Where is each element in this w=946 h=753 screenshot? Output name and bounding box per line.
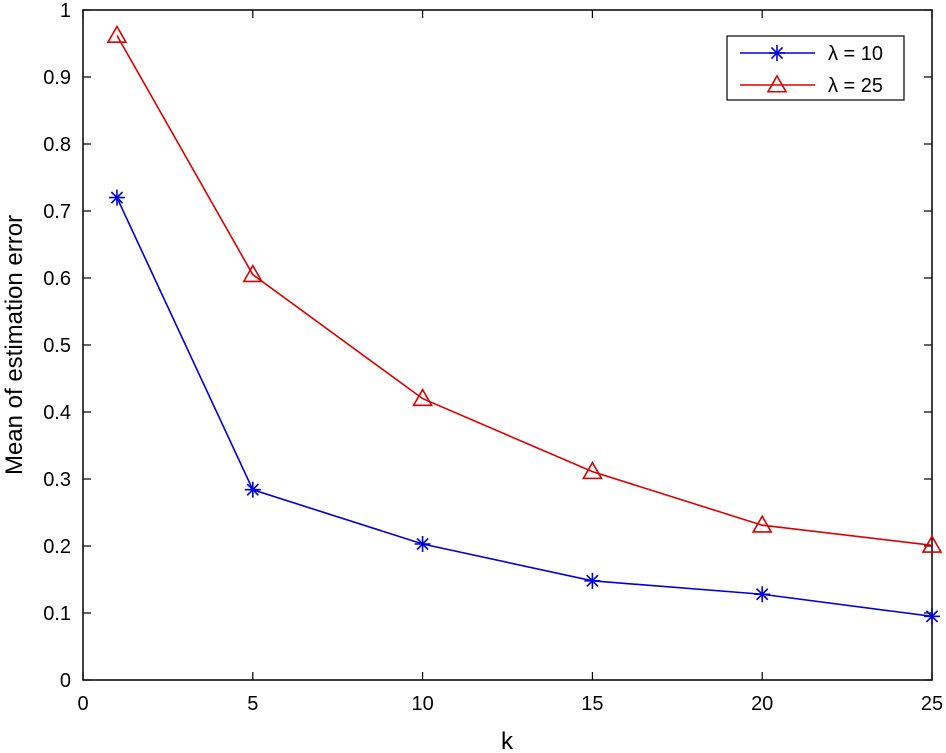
series-line bbox=[116, 197, 933, 618]
y-tick-label: 0.7 bbox=[43, 201, 71, 223]
series-1 bbox=[108, 189, 940, 625]
asterisk-stroke bbox=[586, 574, 599, 588]
legend-item: λ = 10 bbox=[740, 43, 883, 65]
plot-area bbox=[82, 9, 933, 681]
y-tick-label: 0.9 bbox=[43, 67, 71, 89]
data-point bbox=[414, 535, 431, 552]
y-tick-label: 0 bbox=[60, 670, 71, 692]
x-tick-label: 15 bbox=[581, 693, 603, 715]
legend-swatch-marker bbox=[766, 74, 788, 93]
legend-label: λ = 10 bbox=[828, 43, 883, 65]
asterisk-stroke bbox=[110, 191, 124, 204]
x-tick-label: 10 bbox=[411, 693, 433, 715]
y-tick-label: 0.5 bbox=[43, 335, 71, 357]
y-tick-label: 0.4 bbox=[43, 402, 71, 424]
data-point bbox=[106, 24, 128, 44]
y-tick-label: 0.3 bbox=[43, 469, 71, 491]
data-point bbox=[751, 514, 773, 533]
legend-item: λ = 25 bbox=[740, 74, 883, 97]
data-point bbox=[412, 387, 433, 407]
x-tick-label: 20 bbox=[751, 693, 773, 715]
data-point bbox=[242, 264, 264, 283]
legend-label: λ = 25 bbox=[828, 75, 883, 97]
y-axis: 0 0.1 0.2 0.3 0.4 0.5 0.6 0.7 0.8 0.9 1 bbox=[43, 0, 932, 692]
data-point bbox=[754, 586, 771, 603]
asterisk-stroke bbox=[416, 537, 429, 551]
asterisk-stroke bbox=[925, 610, 939, 623]
asterisk-stroke bbox=[246, 483, 259, 496]
y-axis-label: Mean of estimation error bbox=[1, 215, 28, 475]
data-point bbox=[582, 461, 603, 480]
legend-swatch-marker bbox=[769, 45, 785, 61]
asterisk-stroke bbox=[756, 588, 769, 601]
x-tick-label: 0 bbox=[77, 693, 88, 715]
legend: λ = 10 λ = 25 bbox=[726, 35, 905, 101]
y-tick-label: 1 bbox=[60, 0, 71, 22]
series-2 bbox=[106, 24, 943, 553]
data-point bbox=[924, 608, 940, 625]
asterisk-stroke bbox=[770, 46, 784, 60]
data-point bbox=[108, 189, 125, 206]
y-tick-label: 0.2 bbox=[43, 536, 71, 558]
x-axis: 0 5 10 15 20 25 bbox=[77, 10, 943, 715]
data-point bbox=[921, 534, 943, 553]
series-layer bbox=[106, 24, 943, 625]
x-axis-label: k bbox=[501, 728, 514, 753]
x-tick-label: 5 bbox=[247, 693, 258, 715]
y-tick-label: 0.8 bbox=[43, 134, 71, 156]
plot-frame bbox=[82, 9, 933, 681]
x-tick-label: 25 bbox=[921, 693, 943, 715]
series-line bbox=[116, 35, 933, 547]
data-point bbox=[244, 481, 261, 498]
y-tick-label: 0.6 bbox=[43, 268, 71, 290]
legend-box bbox=[726, 35, 905, 101]
y-tick-label: 0.1 bbox=[43, 603, 71, 625]
data-point bbox=[584, 572, 601, 589]
